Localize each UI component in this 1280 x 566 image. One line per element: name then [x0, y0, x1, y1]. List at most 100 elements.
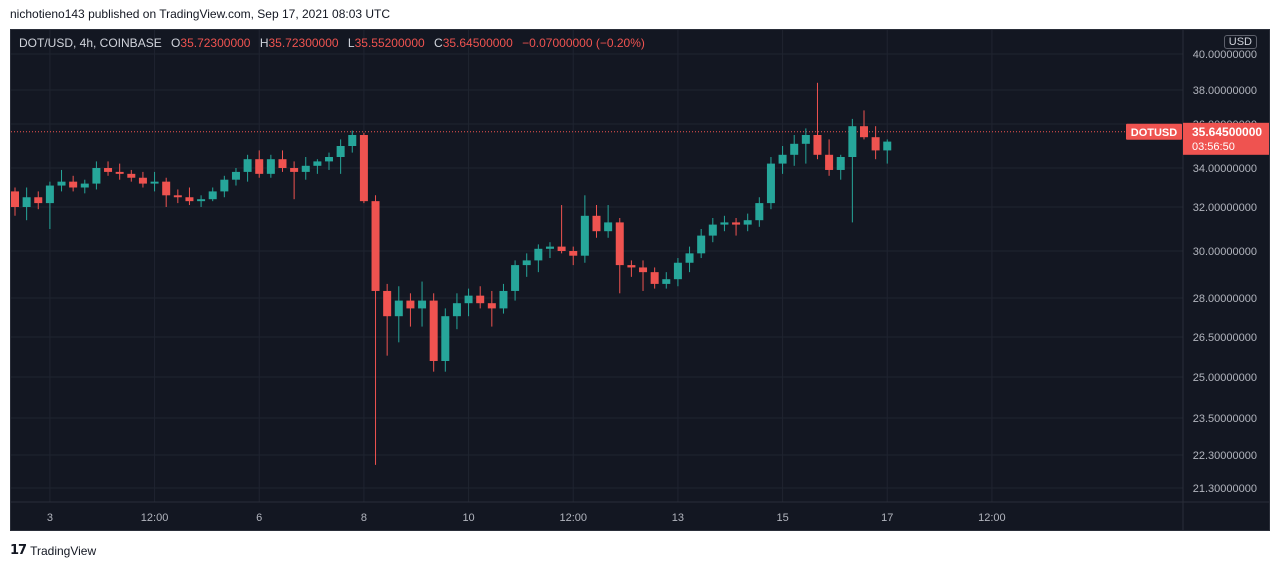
high-value: 35.72300000	[268, 36, 339, 50]
candle-body	[673, 262, 682, 280]
candle-body	[522, 260, 531, 266]
candle-body	[697, 235, 706, 254]
candle-body	[801, 135, 810, 144]
candle-body	[162, 181, 171, 196]
candle-body	[185, 197, 194, 202]
open-label: O	[171, 36, 181, 50]
candle-body	[790, 143, 799, 155]
tradingview-footer: 17 TradingView	[10, 543, 96, 558]
candle-body	[487, 303, 496, 309]
candle-body	[325, 157, 334, 162]
candle-body	[708, 224, 717, 236]
candle-body	[138, 177, 147, 184]
candle-body	[511, 265, 520, 291]
candle-body	[650, 272, 659, 284]
candle-body	[173, 195, 182, 198]
x-tick-label: 12:00	[978, 512, 1006, 524]
candle-body	[871, 137, 880, 151]
price-tag-value: 35.64500000	[1192, 125, 1262, 139]
candle-body	[22, 197, 31, 207]
x-tick-label: 6	[256, 512, 262, 524]
candle-body	[534, 248, 543, 261]
candle-body	[359, 135, 368, 202]
candle-body	[278, 159, 287, 168]
y-tick-label: 38.00000000	[1193, 85, 1257, 97]
candle-body	[406, 300, 415, 309]
x-tick-label: 12:00	[141, 512, 169, 524]
y-tick-label: 30.00000000	[1193, 246, 1257, 258]
symbol-tag-bg	[1126, 123, 1182, 140]
candlestick-chart[interactable]: 40.0000000038.0000000036.0000000034.0000…	[11, 30, 1270, 531]
candle-body	[743, 220, 752, 225]
candle-body	[639, 267, 648, 273]
x-tick-label: 17	[881, 512, 893, 524]
candle-body	[92, 168, 101, 184]
candle-body	[383, 290, 392, 317]
chart-panel[interactable]: 40.0000000038.0000000036.0000000034.0000…	[10, 29, 1270, 531]
candle-body	[115, 171, 124, 174]
candle-body	[34, 197, 43, 204]
price-tag-bg	[1183, 122, 1269, 155]
low-label: L	[347, 36, 355, 50]
symbol-tag-label: DOTUSD	[1131, 127, 1178, 139]
candle-body	[441, 316, 450, 361]
candle-body	[127, 173, 136, 178]
candle-body	[336, 146, 345, 157]
price-tag-countdown: 03:56:50	[1192, 141, 1235, 153]
candle-body	[243, 159, 252, 172]
y-tick-label: 25.00000000	[1193, 372, 1257, 384]
y-tick-label: 22.30000000	[1193, 450, 1257, 462]
candle-body	[348, 135, 357, 146]
candle-body	[627, 265, 636, 268]
x-tick-label: 3	[47, 512, 53, 524]
x-tick-label: 8	[361, 512, 367, 524]
candle-body	[266, 159, 275, 174]
candle-body	[545, 246, 554, 249]
candle-body	[313, 161, 322, 166]
y-tick-label: 23.50000000	[1193, 413, 1257, 425]
candle-body	[720, 222, 729, 225]
candle-body	[615, 222, 624, 266]
candle-body	[301, 165, 310, 172]
candle-body	[255, 159, 264, 174]
candle-body	[464, 295, 473, 304]
candle-body	[662, 279, 671, 284]
candle-body	[104, 168, 113, 172]
candle-body	[371, 201, 380, 291]
candle-body	[848, 126, 857, 157]
candle-body	[813, 135, 822, 155]
high-label: H	[259, 36, 269, 50]
y-tick-label: 34.00000000	[1193, 163, 1257, 175]
change-value: −0.07000000 (−0.20%)	[522, 36, 645, 50]
brand-name: TradingView	[30, 543, 97, 558]
x-tick-label: 10	[462, 512, 474, 524]
candle-body	[580, 215, 589, 256]
candle-body	[557, 246, 566, 251]
y-tick-label: 26.50000000	[1193, 332, 1257, 344]
candle-body	[197, 199, 206, 202]
symbol-label: DOT/USD, 4h, COINBASE	[19, 36, 162, 50]
candle-body	[80, 183, 89, 188]
y-tick-label: 32.00000000	[1193, 202, 1257, 214]
candle-body	[418, 300, 427, 309]
x-tick-label: 12:00	[559, 512, 587, 524]
open-value: 35.72300000	[180, 36, 251, 50]
candle-body	[231, 171, 240, 180]
x-tick-label: 15	[776, 512, 788, 524]
candle-body	[208, 191, 217, 200]
close-value: 35.64500000	[442, 36, 513, 50]
ohlc-legend: DOT/USD, 4h, COINBASE O35.72300000 H35.7…	[19, 36, 651, 50]
candle-body	[57, 181, 66, 186]
low-value: 35.55200000	[354, 36, 425, 50]
candle-body	[732, 222, 741, 225]
currency-button[interactable]: USD	[1223, 35, 1257, 49]
y-tick-label: 21.30000000	[1193, 483, 1257, 495]
close-label: C	[434, 36, 443, 50]
candle-body	[569, 251, 578, 256]
candle-body	[859, 126, 868, 138]
y-tick-label: 28.00000000	[1193, 293, 1257, 305]
candle-body	[766, 163, 775, 204]
candle-body	[604, 222, 613, 232]
candle-body	[883, 141, 892, 151]
candle-body	[452, 303, 461, 317]
